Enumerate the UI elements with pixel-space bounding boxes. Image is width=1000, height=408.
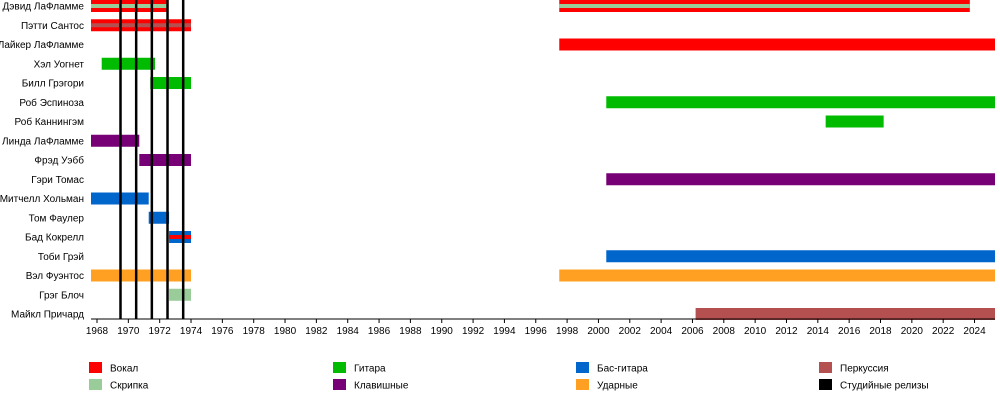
member-bar: [148, 211, 170, 224]
x-tick-label: 1990: [431, 326, 454, 337]
member-bar: [606, 250, 995, 263]
member-name: Бад Кокрелл: [25, 233, 84, 244]
x-tick-label: 2010: [744, 326, 767, 337]
member-bars: [91, 0, 995, 320]
x-tick-label: 2008: [713, 326, 736, 337]
member-name: Билл Грэгори: [22, 79, 84, 90]
legend-swatch-guitar: [333, 362, 346, 373]
member-name: Лайкер ЛаФламме: [0, 40, 84, 51]
member-name: Митчелл Хольман: [0, 194, 84, 205]
x-tick-label: 1982: [305, 326, 328, 337]
legend-label-keys: Клавишные: [354, 381, 409, 392]
x-tick-label: 2012: [775, 326, 798, 337]
member-bar: [150, 77, 192, 89]
legend-label-vocals: Вокал: [110, 364, 138, 375]
legend-label-percussion: Перкуссия: [840, 364, 889, 375]
x-tick-label: 1984: [337, 326, 360, 337]
member-name: Роб Эспиноза: [19, 97, 84, 109]
x-tick-label: 1998: [556, 326, 579, 337]
member-name: Том Фаулер: [29, 213, 85, 224]
x-tick-label: 2002: [619, 326, 642, 337]
x-tick-label: 1978: [243, 326, 266, 337]
x-tick-label: 1972: [149, 326, 172, 337]
member-name: Грэг Блоч: [39, 290, 84, 301]
x-tick-label: 2006: [681, 326, 704, 337]
x-tick-label: 2014: [807, 326, 830, 337]
member-bar: [91, 134, 140, 147]
legend-swatch-vocals: [89, 362, 102, 373]
legend-swatch-violin: [89, 379, 102, 390]
member-bar: [559, 269, 995, 282]
member-name: Гэри Томас: [31, 175, 84, 186]
member-bar: [606, 173, 995, 186]
x-tick-label: 2016: [838, 326, 861, 337]
legend-swatch-bass: [576, 362, 589, 373]
x-tick-label: 2024: [963, 326, 986, 337]
legend-swatch-keys: [333, 379, 346, 390]
legend-swatch-percussion: [819, 362, 832, 373]
member-bar-secondary: [91, 4, 168, 8]
x-tick-label: 2020: [901, 326, 924, 337]
legend-label-drums: Ударные: [597, 381, 638, 392]
member-bar: [695, 308, 995, 320]
member-names: Дэвид ЛаФламме Пэтти Сантос Лайкер ЛаФламм…: [0, 2, 84, 321]
x-tick-label: 1996: [525, 326, 548, 337]
member-bar: [169, 288, 192, 301]
x-tick-label: 1992: [462, 326, 485, 337]
x-tick-label: 1988: [399, 326, 422, 337]
legend-swatch-drums: [576, 379, 589, 390]
member-name: Тоби Грэй: [38, 251, 84, 263]
member-bar: [606, 96, 995, 109]
member-bar: [559, 38, 995, 51]
x-axis: 1968 1970 1972 1974 1976 1978 1980 1982 1984 1986…: [86, 318, 995, 337]
x-tick-label: 1970: [117, 326, 140, 337]
member-name: Вэл Фуэнтос: [26, 271, 84, 282]
member-bar-secondary: [559, 4, 970, 8]
member-name: Линда ЛаФламме: [2, 136, 84, 147]
x-tick-label: 1980: [274, 326, 297, 337]
x-tick-label: 1986: [368, 326, 391, 337]
x-tick-label: 1974: [180, 326, 203, 337]
x-tick-label: 1976: [211, 326, 234, 337]
member-name: Роб Каннингэм: [15, 116, 85, 128]
x-tick-label: 2004: [650, 326, 673, 337]
member-name: Фрэд Уэбб: [34, 155, 84, 167]
legend: Вокал Гитара Бас-гитара Перкуссия Скрипка Кла…: [89, 362, 929, 392]
legend-label-guitar: Гитара: [354, 364, 386, 375]
member-name: Дэвид ЛаФламме: [3, 2, 85, 13]
member-bar: [101, 57, 155, 70]
member-bar-secondary: [169, 235, 192, 239]
legend-label-bass: Бас-гитара: [597, 364, 648, 375]
member-name: Хэл Уогнет: [34, 59, 85, 70]
legend-label-studio: Студийные релизы: [840, 381, 929, 392]
x-tick-label: 2022: [932, 326, 955, 337]
member-name: Майкл Причард: [11, 310, 84, 321]
member-bar-secondary: [91, 23, 192, 28]
member-bar: [91, 269, 192, 282]
x-tick-label: 1994: [493, 326, 516, 337]
x-tick-label: 2000: [587, 326, 610, 337]
studio-release-lines: [119, 0, 185, 319]
legend-label-violin: Скрипка: [110, 381, 149, 392]
member-name: Пэтти Сантос: [21, 21, 84, 32]
member-bar: [825, 115, 884, 128]
x-tick-label: 2018: [869, 326, 892, 337]
legend-swatch-studio: [819, 379, 832, 390]
x-tick-label: 1968: [86, 326, 109, 337]
